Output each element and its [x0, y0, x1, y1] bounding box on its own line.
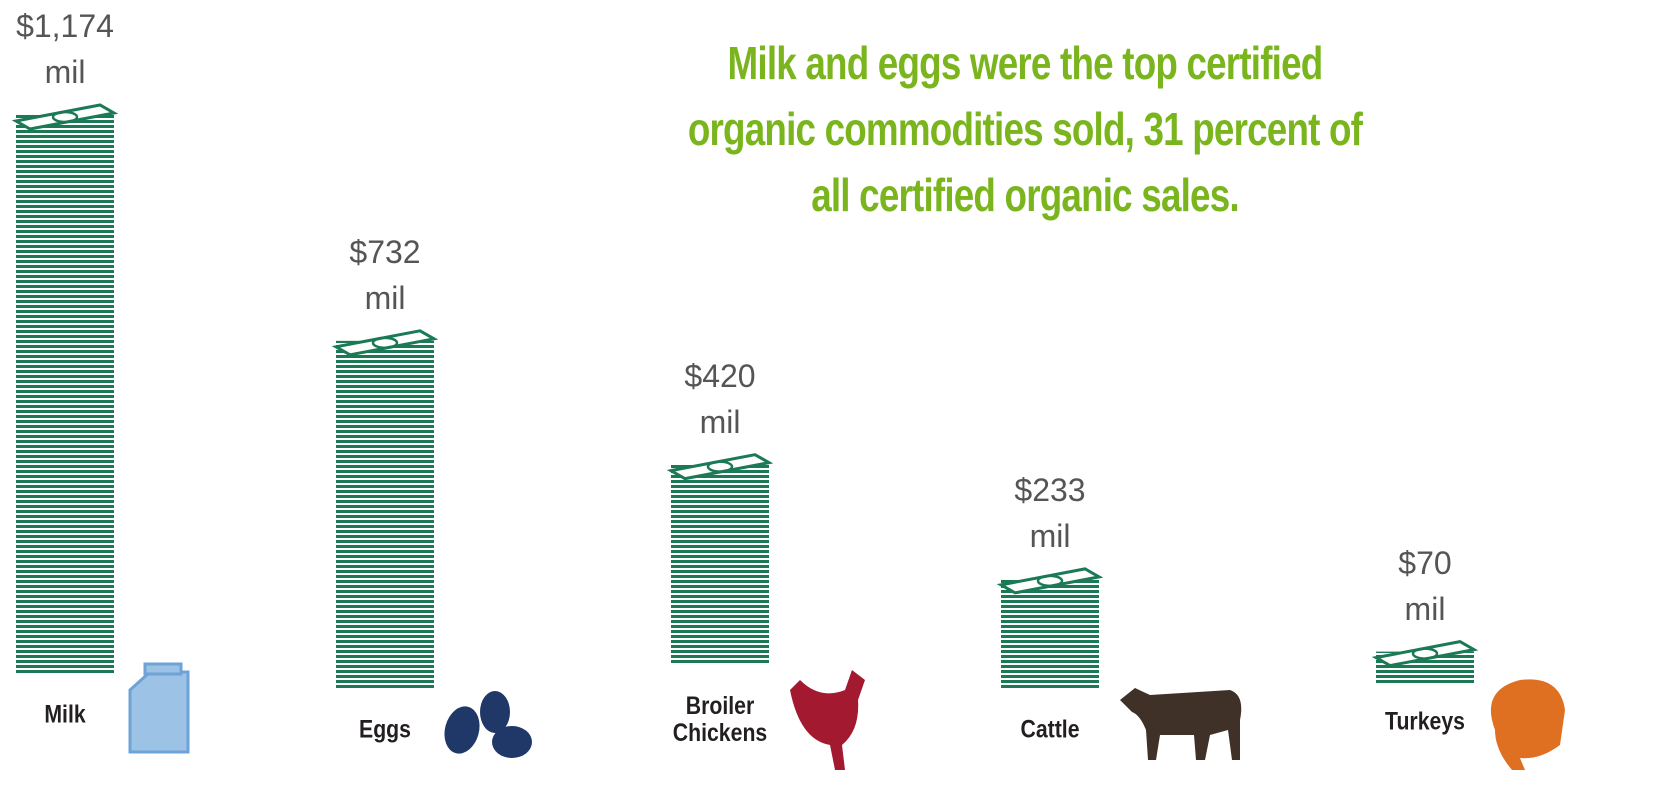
milk-icon: [128, 662, 190, 754]
category-label: Milk: [44, 700, 86, 729]
bill-top: [331, 329, 439, 357]
value-label: $233 mil: [1014, 471, 1086, 554]
bill-seal: [706, 460, 734, 473]
turkey-icon: [1490, 679, 1565, 770]
cow-icon: [1120, 688, 1242, 760]
bill-top: [996, 567, 1104, 595]
bill-seal: [371, 336, 399, 350]
value-label: $420 mil: [684, 357, 756, 440]
bar: [671, 464, 769, 665]
bill-seal: [51, 110, 79, 124]
category-label: Eggs: [359, 715, 411, 744]
bar: [16, 115, 114, 675]
category-label: Broiler Chickens: [672, 692, 768, 747]
category-label: Cattle: [1020, 715, 1080, 744]
bill-top: [1371, 640, 1479, 668]
category-label: Turkeys: [1385, 707, 1465, 736]
chart-title: Milk and eggs were the top certified org…: [687, 37, 1363, 221]
bar: [336, 340, 434, 690]
value-label: $732 mil: [349, 233, 421, 316]
eggs-icon: [444, 691, 532, 758]
value-label: $1,174 mil: [16, 8, 114, 90]
bill-seal: [1036, 574, 1064, 588]
bill-top: [666, 453, 774, 481]
bill-top: [11, 103, 119, 131]
bar: [1001, 578, 1099, 690]
chicken-icon: [790, 670, 865, 770]
value-label: $70 mil: [1398, 544, 1452, 627]
bill-seal: [1411, 647, 1439, 660]
